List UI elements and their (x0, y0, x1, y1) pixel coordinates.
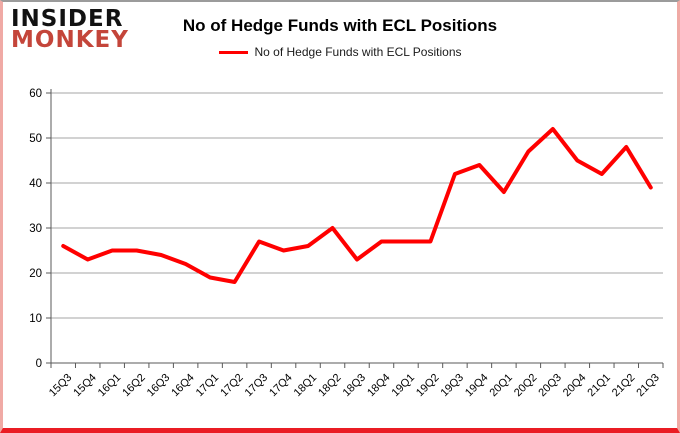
x-tick-label: 19Q2 (414, 372, 442, 400)
insider-monkey-logo: INSIDER MONKEY (11, 6, 129, 54)
y-tick-label: 50 (29, 133, 42, 145)
x-tick-label: 20Q1 (487, 372, 515, 400)
x-tick-label: 21Q1 (585, 372, 613, 400)
x-tick-label: 19Q4 (463, 372, 491, 400)
chart-title: No of Hedge Funds with ECL Positions (182, 16, 498, 35)
x-tick-label: 18Q4 (365, 372, 393, 400)
logo-insider-text: INSIDER (11, 6, 124, 32)
line-chart-plot: 010203040506015Q315Q416Q116Q216Q316Q417Q… (29, 88, 664, 400)
x-tick-label: 20Q4 (561, 372, 589, 400)
y-tick-label: 40 (29, 178, 42, 190)
x-tick-label: 20Q3 (536, 372, 564, 400)
y-tick-label: 10 (29, 313, 42, 325)
y-tick-label: 20 (29, 268, 42, 280)
x-tick-label: 15Q3 (47, 372, 75, 400)
logo-monkey-text: MONKEY (11, 27, 129, 54)
x-tick-label: 21Q2 (610, 372, 638, 400)
x-tick-label: 17Q1 (194, 372, 222, 400)
x-tick-label: 18Q2 (316, 372, 344, 400)
chart-legend: No of Hedge Funds with ECL Positions (3, 45, 677, 59)
x-tick-label: 19Q1 (390, 372, 418, 400)
x-tick-label: 16Q2 (120, 372, 148, 400)
x-tick-label: 18Q1 (292, 372, 320, 400)
x-tick-label: 17Q4 (267, 372, 295, 400)
x-tick-label: 20Q2 (512, 372, 540, 400)
x-tick-label: 19Q3 (439, 372, 467, 400)
x-tick-label: 17Q2 (218, 372, 246, 400)
chart-header: INSIDER MONKEY No of Hedge Funds with EC… (3, 2, 677, 77)
x-tick-label: 17Q3 (243, 372, 271, 400)
legend-label: No of Hedge Funds with ECL Positions (254, 45, 462, 59)
y-tick-label: 0 (36, 358, 42, 370)
x-tick-label: 15Q4 (71, 372, 99, 400)
series-line (61, 127, 653, 284)
x-tick-label: 16Q4 (169, 372, 197, 400)
y-tick-label: 60 (29, 88, 42, 100)
x-tick-label: 16Q3 (145, 372, 173, 400)
x-tick-label: 21Q3 (634, 372, 662, 400)
x-tick-label: 18Q3 (341, 372, 369, 400)
legend-line-swatch (218, 50, 248, 54)
y-tick-label: 30 (29, 223, 42, 235)
x-tick-label: 16Q1 (96, 372, 124, 400)
